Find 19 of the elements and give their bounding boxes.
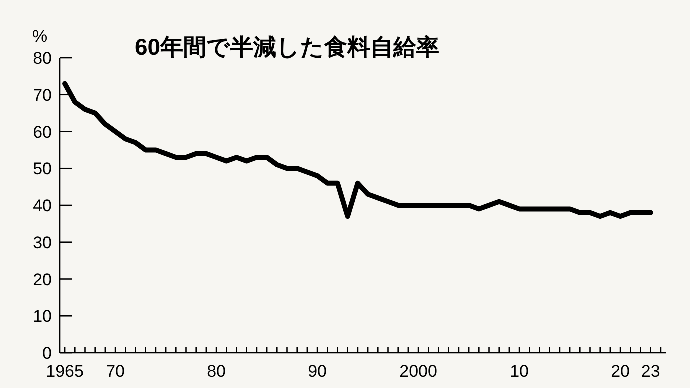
xtick: 70 [106, 362, 125, 381]
xtick: 1965 [46, 362, 84, 381]
xtick: 23 [641, 362, 660, 381]
ytick: 10 [33, 307, 52, 326]
ylabel: % [32, 27, 48, 46]
ytick: 60 [33, 122, 52, 142]
xtick: 20 [611, 362, 630, 381]
ytick: 40 [33, 196, 52, 216]
xtick: 80 [207, 362, 226, 381]
ytick: 70 [33, 86, 52, 105]
xtick: 2000 [400, 362, 438, 381]
xtick: 10 [510, 362, 529, 381]
ytick: 50 [33, 160, 52, 179]
ytick: 0 [42, 344, 52, 363]
ytick: 30 [33, 233, 52, 252]
ytick: 20 [33, 270, 52, 290]
xtick: 90 [308, 362, 327, 381]
ytick: 80 [33, 49, 52, 68]
title: 60年間で半減した食料自給率 [135, 34, 440, 60]
